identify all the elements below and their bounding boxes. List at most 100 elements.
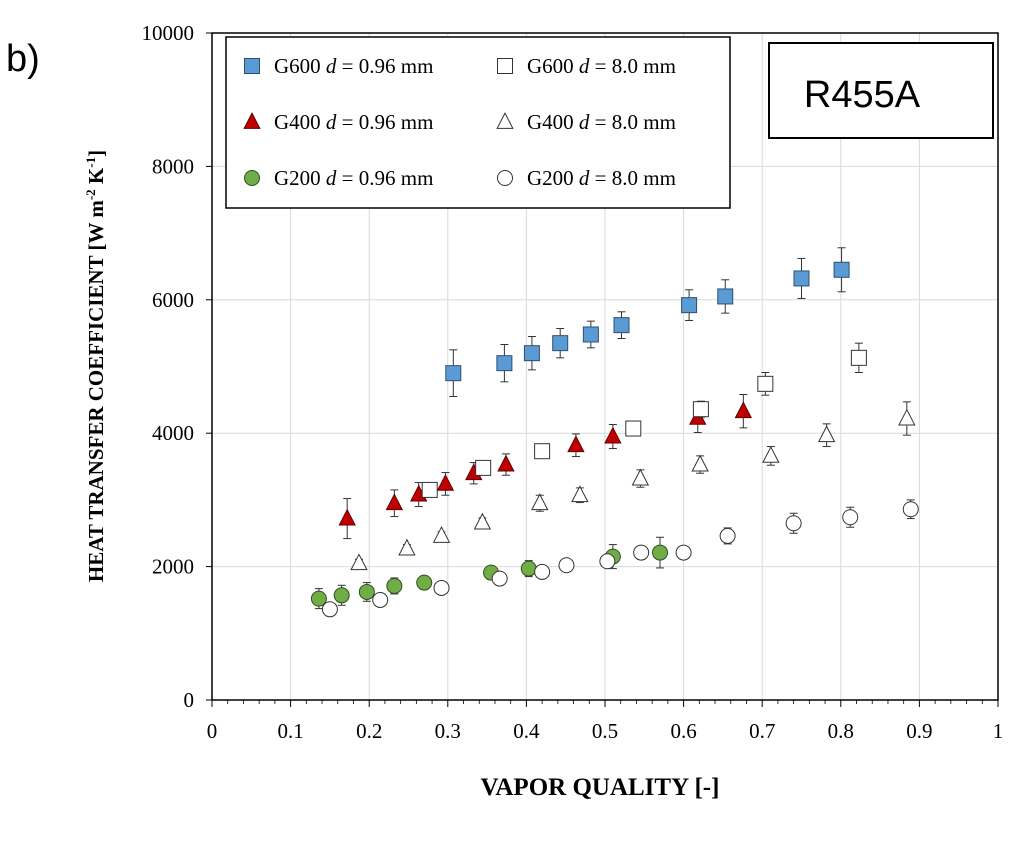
data-point bbox=[582, 326, 599, 343]
refrigerant-box: R455A bbox=[768, 42, 994, 139]
data-point bbox=[552, 335, 569, 352]
data-point bbox=[432, 525, 451, 543]
x-tick-label: 0 bbox=[207, 719, 218, 743]
legend-d-value: = 8.0 mm bbox=[589, 54, 676, 78]
data-point bbox=[358, 583, 375, 600]
data-point bbox=[496, 355, 513, 372]
data-point bbox=[734, 401, 753, 419]
legend-d-value: = 8.0 mm bbox=[589, 110, 676, 134]
data-point bbox=[497, 454, 515, 472]
legend-d-value: = 0.96 mm bbox=[336, 54, 433, 78]
data-point bbox=[717, 288, 734, 305]
legend-d-value: = 0.96 mm bbox=[336, 110, 433, 134]
y-tick-label: 10000 bbox=[142, 21, 195, 45]
data-point bbox=[386, 577, 403, 594]
legend-marker bbox=[497, 58, 513, 74]
data-point bbox=[531, 493, 549, 511]
x-tick-label: 0.9 bbox=[906, 719, 932, 743]
series-1 bbox=[338, 394, 753, 540]
legend-box bbox=[225, 36, 731, 209]
data-point bbox=[625, 420, 642, 437]
data-point bbox=[613, 317, 630, 334]
data-point bbox=[675, 544, 692, 561]
y-axis-title-exp1: -2 bbox=[83, 189, 98, 200]
legend-entry-label: G200 d = 8.0 mm bbox=[527, 166, 676, 190]
x-tick-label: 0.3 bbox=[435, 719, 461, 743]
legend-d-symbol: d bbox=[326, 166, 337, 190]
data-point bbox=[372, 591, 389, 608]
x-axis-title: VAPOR QUALITY [-] bbox=[481, 774, 720, 801]
y-axis-title-mid: K bbox=[84, 167, 108, 189]
data-point bbox=[762, 445, 780, 463]
data-point bbox=[321, 601, 338, 618]
data-point bbox=[473, 512, 492, 530]
series-3 bbox=[421, 342, 867, 498]
x-tick-label: 0.5 bbox=[592, 719, 618, 743]
legend-d-symbol: d bbox=[326, 54, 337, 78]
data-point bbox=[416, 574, 433, 591]
data-point bbox=[558, 557, 575, 574]
legend-marker bbox=[244, 58, 260, 74]
legend-marker bbox=[497, 170, 513, 186]
data-point bbox=[534, 563, 551, 580]
data-point bbox=[523, 345, 540, 362]
legend-entry-label: G200 d = 0.96 mm bbox=[274, 166, 433, 190]
series-4 bbox=[350, 401, 916, 571]
y-axis-title-exp2: -1 bbox=[83, 157, 98, 168]
data-point bbox=[310, 590, 327, 607]
series-0 bbox=[445, 247, 850, 398]
data-point bbox=[520, 560, 537, 577]
legend-series-name: G600 bbox=[274, 54, 326, 78]
series-2 bbox=[310, 536, 669, 610]
legend-entry-label: G600 d = 0.96 mm bbox=[274, 54, 433, 78]
data-point bbox=[604, 426, 622, 444]
data-point bbox=[333, 587, 350, 604]
data-point bbox=[385, 493, 404, 511]
data-point bbox=[398, 538, 416, 556]
x-tick-label: 0.8 bbox=[828, 719, 854, 743]
data-point bbox=[633, 544, 650, 561]
legend-series-name: G400 bbox=[527, 110, 579, 134]
data-point bbox=[785, 515, 802, 532]
legend-d-value: = 8.0 mm bbox=[589, 166, 676, 190]
data-point bbox=[757, 375, 774, 392]
refrigerant-label: R455A bbox=[804, 74, 921, 116]
legend-series-name: G200 bbox=[274, 166, 326, 190]
data-point bbox=[350, 553, 368, 571]
data-point bbox=[719, 527, 736, 544]
tick-layer: 0 0.1 0.2 0.3 0.4 0.5 0.6 0.7 0.8 0.9 1 0 2000 4000 60… bbox=[142, 21, 1004, 743]
legend-series-name: G600 bbox=[527, 54, 579, 78]
y-tick-label: 0 bbox=[184, 688, 195, 712]
legend-d-symbol: d bbox=[326, 110, 337, 134]
panel-label: b) bbox=[6, 38, 40, 80]
data-point bbox=[631, 468, 650, 486]
legend-entry-label: G600 d = 8.0 mm bbox=[527, 54, 676, 78]
data-point bbox=[793, 270, 810, 287]
y-axis-title-main: HEAT TRANSFER COEFFICIENT [W m bbox=[84, 200, 108, 582]
data-point bbox=[902, 501, 919, 518]
data-point bbox=[338, 508, 356, 526]
x-tick-label: 1 bbox=[993, 719, 1004, 743]
data-point bbox=[692, 401, 709, 418]
refrigerant-box-frame bbox=[768, 42, 994, 139]
legend-d-symbol: d bbox=[579, 110, 590, 134]
data-point bbox=[567, 435, 585, 453]
x-tick-label: 0.6 bbox=[670, 719, 696, 743]
data-point bbox=[475, 459, 492, 476]
data-point bbox=[898, 408, 916, 426]
x-tick-label: 0.4 bbox=[513, 719, 540, 743]
data-point bbox=[850, 349, 867, 366]
data-point bbox=[599, 553, 616, 570]
legend-series-name: G200 bbox=[527, 166, 579, 190]
x-tick-label: 0.7 bbox=[749, 719, 775, 743]
legend-entry-label: G400 d = 0.96 mm bbox=[274, 110, 433, 134]
y-axis-title: HEAT TRANSFER COEFFICIENT [W m-2 K-1] bbox=[83, 150, 108, 582]
data-layer bbox=[310, 247, 919, 618]
data-point bbox=[445, 365, 462, 382]
legend-d-value: = 0.96 mm bbox=[336, 166, 433, 190]
x-tick-label: 0.1 bbox=[277, 719, 303, 743]
data-point bbox=[842, 509, 859, 526]
